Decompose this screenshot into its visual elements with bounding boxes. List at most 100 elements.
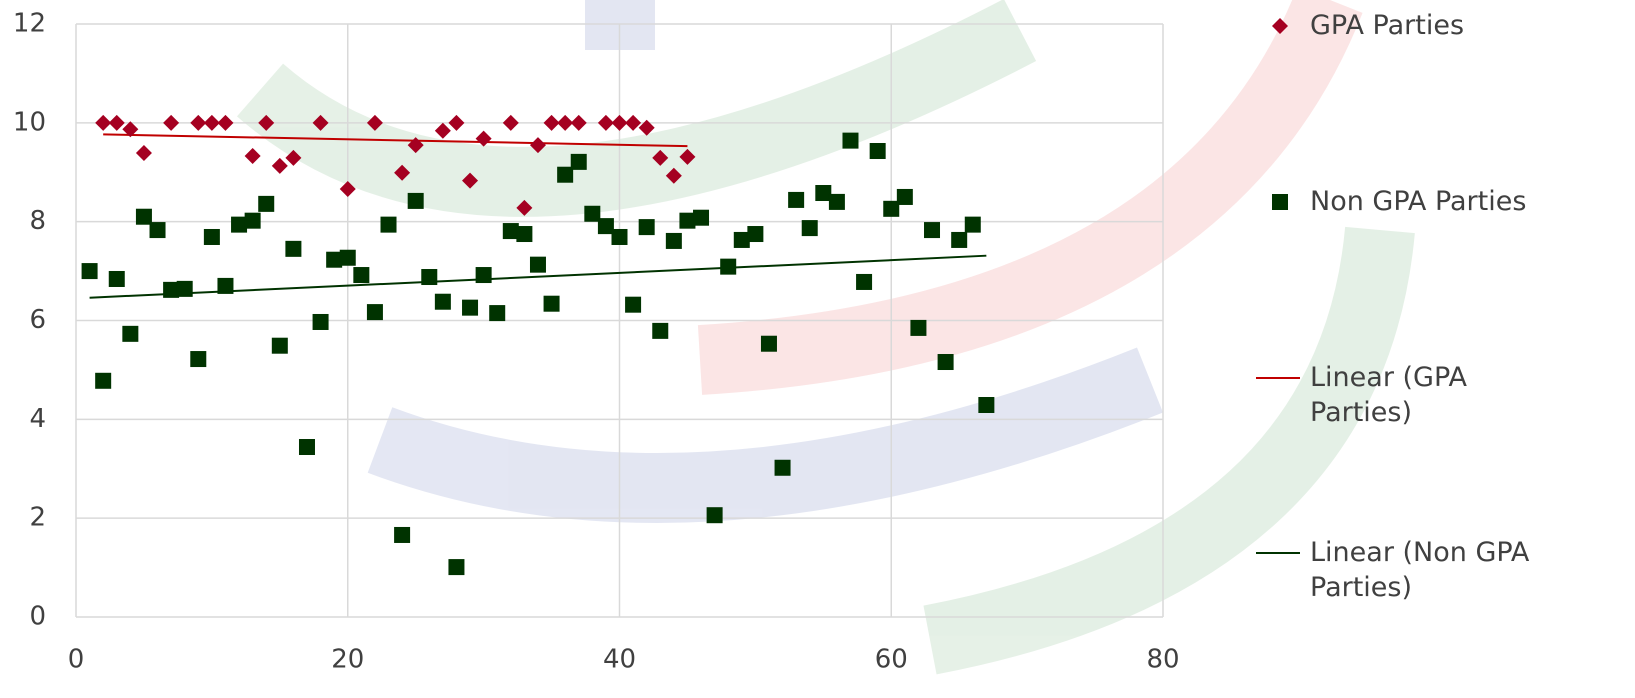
point [298, 439, 315, 456]
point [366, 114, 383, 131]
point [964, 216, 981, 233]
x-tick-label: 20 [331, 645, 364, 675]
point [421, 269, 438, 286]
x-tick-label: 40 [603, 645, 636, 675]
x-tick-label: 60 [875, 645, 908, 675]
point [312, 114, 329, 131]
point [529, 137, 546, 154]
y-tick-label: 2 [29, 503, 46, 533]
point [271, 337, 288, 354]
point [434, 293, 451, 310]
point [339, 249, 356, 266]
x-tick-label: 80 [1146, 645, 1179, 675]
point [312, 313, 329, 330]
point [353, 267, 370, 284]
point [516, 226, 533, 243]
trendline [89, 254, 987, 299]
point [652, 322, 669, 339]
point [910, 319, 927, 336]
point [706, 507, 723, 524]
point [95, 372, 112, 389]
point [163, 114, 180, 131]
point [135, 144, 152, 161]
point [611, 228, 628, 245]
trendline [103, 133, 688, 148]
point [896, 188, 913, 205]
point [543, 295, 560, 312]
point [679, 212, 696, 229]
point [81, 263, 98, 280]
point [149, 222, 166, 239]
point [108, 270, 125, 287]
point [597, 218, 614, 235]
point [448, 559, 465, 576]
point [937, 354, 954, 371]
point [217, 114, 234, 131]
point [271, 157, 288, 174]
point [244, 212, 261, 229]
point [95, 114, 112, 131]
point [584, 205, 601, 222]
point [434, 122, 451, 139]
point [122, 325, 139, 342]
point [665, 167, 682, 184]
legend-label: Non GPA Parties [1310, 186, 1527, 217]
point [557, 114, 574, 131]
y-tick-label: 8 [29, 206, 46, 236]
point [394, 526, 411, 543]
point [679, 148, 696, 165]
point [570, 153, 587, 170]
y-tick-label: 10 [13, 107, 46, 137]
legend-label: GPA Parties [1310, 10, 1465, 41]
point [366, 304, 383, 321]
point [774, 459, 791, 476]
point [475, 130, 492, 147]
point [258, 195, 275, 212]
point [108, 114, 125, 131]
point [828, 193, 845, 210]
legend-label: Linear (Non GPA Parties) [1310, 537, 1530, 603]
point [394, 164, 411, 181]
point [135, 208, 152, 225]
point [244, 147, 261, 164]
point [883, 200, 900, 217]
point [176, 280, 193, 297]
point [570, 114, 587, 131]
point [978, 397, 995, 414]
point [924, 222, 941, 239]
point [326, 251, 343, 268]
y-tick-label: 0 [29, 602, 46, 632]
point [856, 273, 873, 290]
point [625, 296, 642, 313]
y-tick-label: 6 [29, 305, 46, 335]
point [339, 181, 356, 198]
point [190, 351, 207, 368]
point [842, 132, 859, 149]
point [720, 258, 737, 275]
point [502, 223, 519, 240]
point [217, 277, 234, 294]
point [597, 114, 614, 131]
point [516, 199, 533, 216]
point [203, 114, 220, 131]
point [611, 114, 628, 131]
point [625, 114, 642, 131]
point [788, 191, 805, 208]
point [747, 226, 764, 243]
point [475, 267, 492, 284]
legend-swatch [1272, 194, 1288, 210]
point [815, 185, 832, 202]
point [462, 299, 479, 316]
point [638, 219, 655, 236]
y-tick-label: 4 [29, 404, 46, 434]
point [258, 114, 275, 131]
point [448, 114, 465, 131]
point [489, 305, 506, 322]
legend-label: Linear (GPA Parties) [1310, 362, 1467, 428]
point [869, 143, 886, 160]
point [380, 216, 397, 233]
point [801, 220, 818, 237]
point [733, 231, 750, 248]
point [163, 281, 180, 298]
